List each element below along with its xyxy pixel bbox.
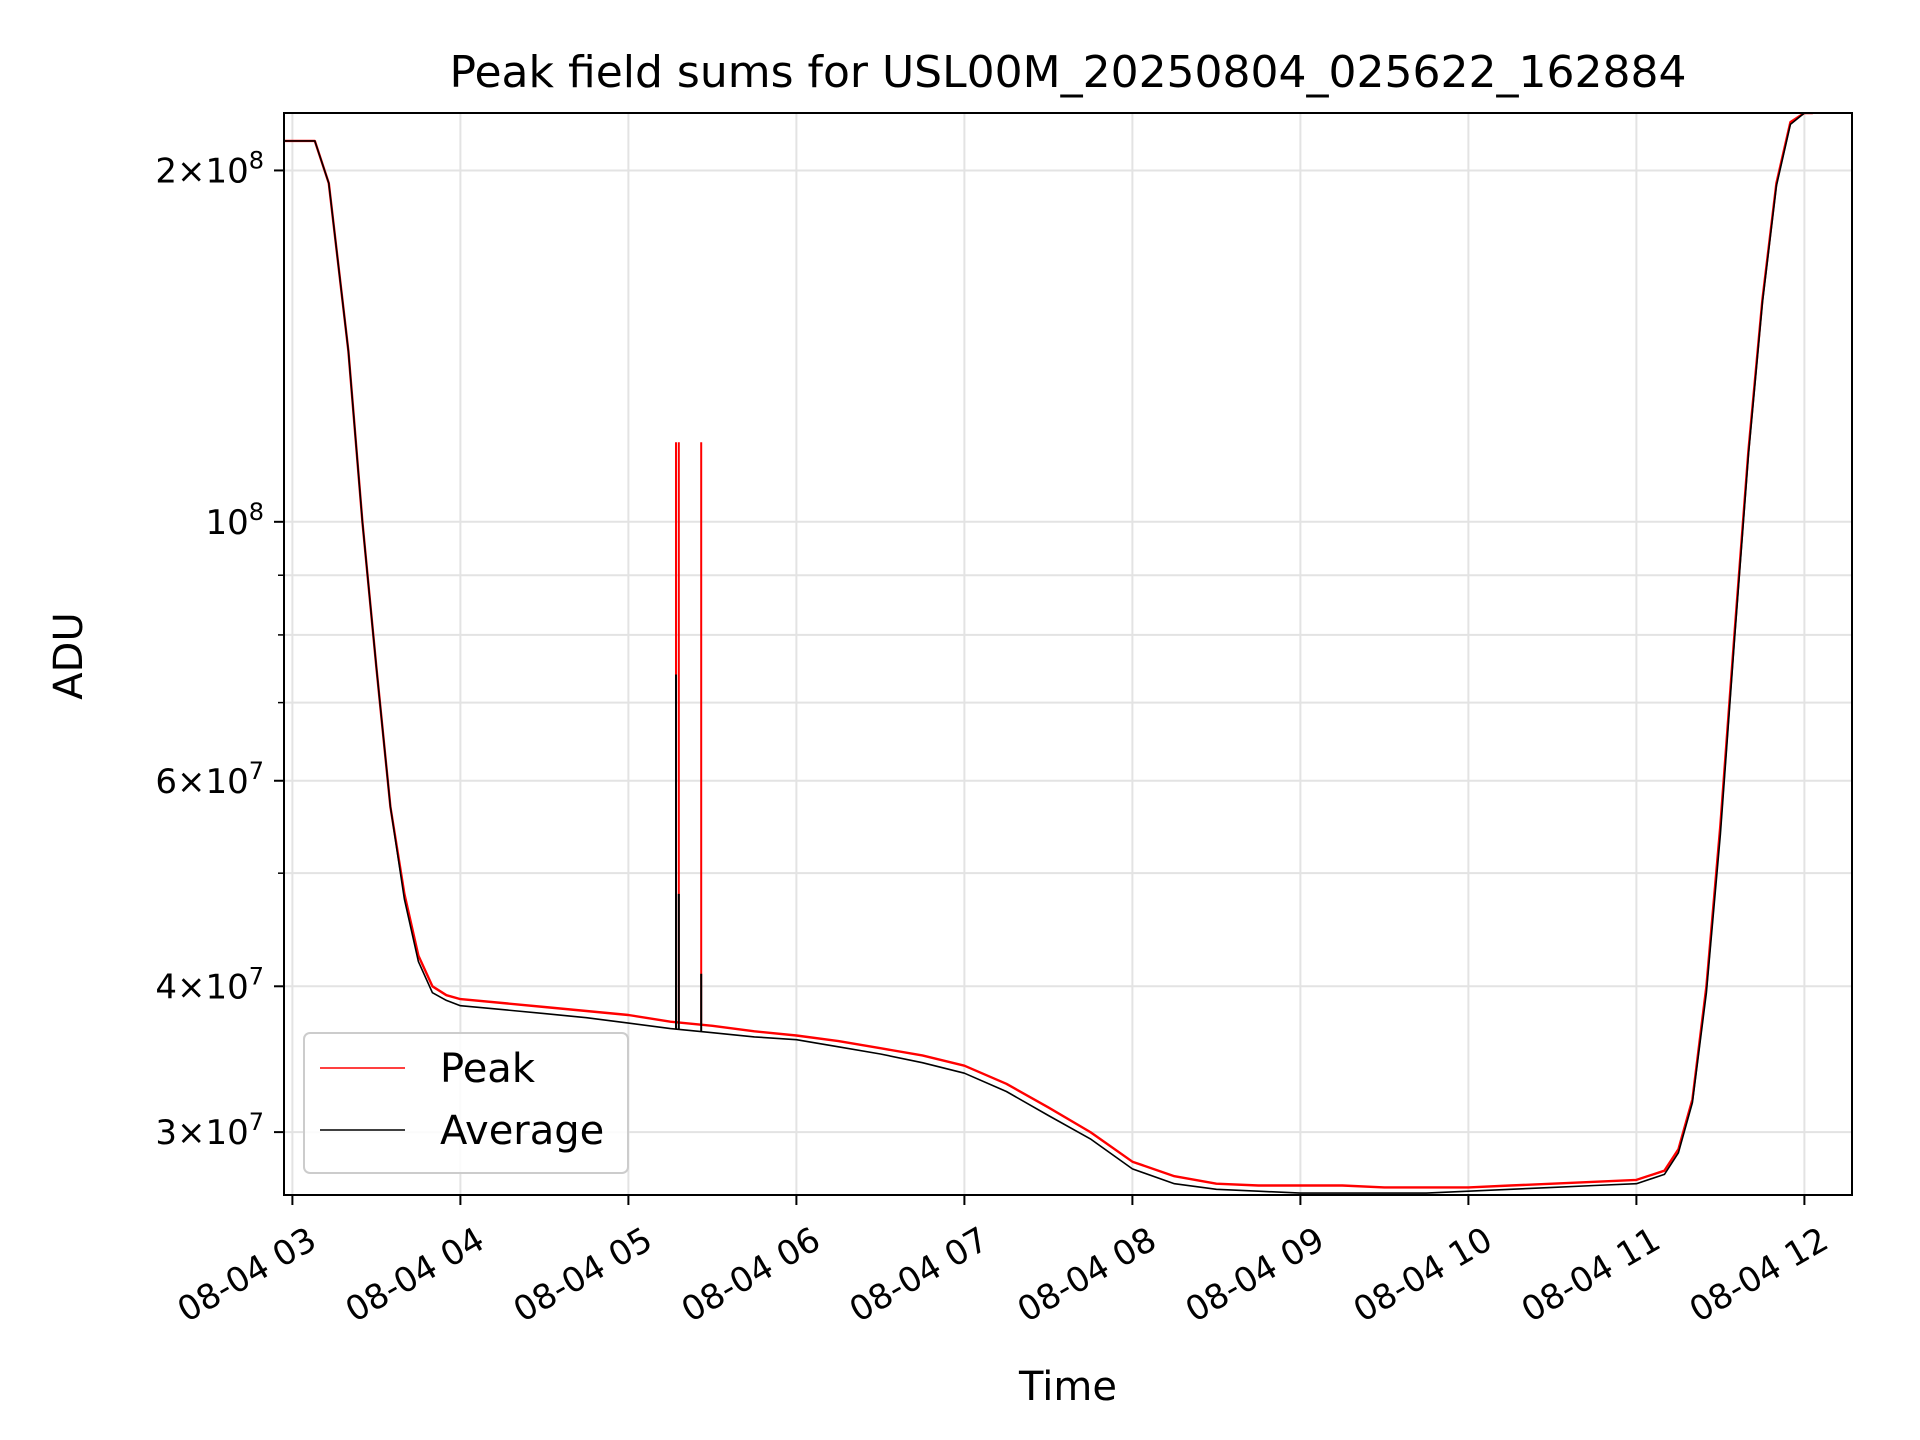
x-axis-label: Time [1018, 1364, 1117, 1410]
y-tick-label: 108 [205, 498, 264, 543]
legend-label-peak: Peak [440, 1046, 536, 1092]
y-tick-label: 6×107 [155, 757, 264, 802]
series-layer [284, 113, 1813, 1194]
y-tick-label: 4×107 [155, 962, 264, 1007]
y-tick-label: 3×107 [155, 1108, 264, 1153]
y-tick-label: 2×108 [155, 146, 264, 191]
y-axis: 3×107 4×107 6×107 108 2×108 [155, 146, 284, 1153]
series-group [284, 113, 1813, 1194]
legend-label-average: Average [440, 1108, 604, 1154]
legend: Peak Average [303, 1032, 629, 1174]
series-line-average [284, 113, 1813, 1194]
y-axis-label: ADU [46, 612, 92, 699]
plot-frame [283, 112, 1853, 1196]
chart-title: Peak field sums for USL00M_20250804_0256… [450, 47, 1687, 98]
